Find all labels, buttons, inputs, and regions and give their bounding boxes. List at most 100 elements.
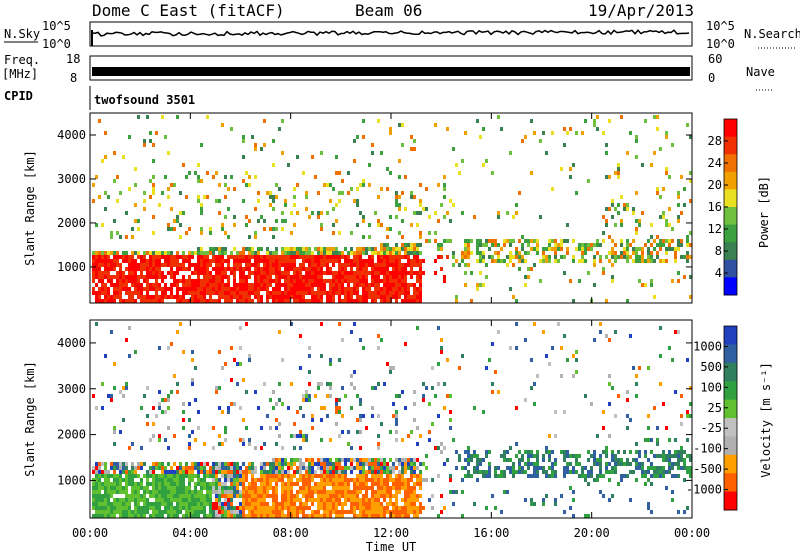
velocity-colorbar-segment	[724, 418, 737, 437]
power-cell	[281, 255, 284, 259]
power-cell	[551, 247, 554, 251]
velocity-cell	[410, 478, 413, 482]
power-cell	[191, 291, 194, 295]
power-cell	[110, 299, 113, 303]
power-cell	[269, 227, 272, 231]
power-cell	[311, 295, 314, 299]
velocity-cell	[284, 462, 287, 466]
velocity-cell	[629, 462, 632, 466]
velocity-cell	[605, 446, 608, 450]
velocity-cell	[143, 506, 146, 510]
velocity-cell	[575, 458, 578, 462]
power-cell	[611, 215, 614, 219]
velocity-cell	[635, 394, 638, 398]
velocity-cell	[587, 450, 590, 454]
velocity-cell	[269, 506, 272, 510]
power-cell	[581, 259, 584, 263]
velocity-cell	[359, 490, 362, 494]
power-cell	[629, 243, 632, 247]
velocity-cell	[101, 506, 104, 510]
power-cell	[320, 227, 323, 231]
power-cell	[464, 131, 467, 135]
power-cell	[137, 267, 140, 271]
power-cell	[170, 271, 173, 275]
power-cell	[173, 279, 176, 283]
velocity-cell	[197, 474, 200, 478]
velocity-cell	[251, 482, 254, 486]
velocity-cell	[407, 498, 410, 502]
power-cell	[497, 211, 500, 215]
power-cell	[374, 283, 377, 287]
power-cell	[419, 291, 422, 295]
velocity-cell	[683, 458, 686, 462]
power-cell	[278, 187, 281, 191]
velocity-cell	[113, 462, 116, 466]
velocity-cell	[134, 506, 137, 510]
power-cell	[461, 251, 464, 255]
power-cell	[155, 267, 158, 271]
velocity-cell	[638, 462, 641, 466]
power-cell	[203, 299, 206, 303]
velocity-cell	[164, 478, 167, 482]
power-cell	[269, 271, 272, 275]
velocity-cell	[131, 498, 134, 502]
velocity-cell	[569, 470, 572, 474]
power-cell	[104, 251, 107, 255]
power-cell	[380, 299, 383, 303]
power-cell	[485, 159, 488, 163]
power-cell	[212, 299, 215, 303]
velocity-cell	[311, 470, 314, 474]
power-cell	[653, 259, 656, 263]
power-cell	[299, 267, 302, 271]
power-colorbar-segment	[724, 189, 737, 208]
velocity-cell	[350, 506, 353, 510]
power-cell	[326, 247, 329, 251]
power-cell	[161, 115, 164, 119]
velocity-cell	[584, 474, 587, 478]
velocity-cell	[131, 494, 134, 498]
velocity-cell	[305, 494, 308, 498]
velocity-cell	[446, 394, 449, 398]
power-cell	[425, 187, 428, 191]
velocity-cell	[245, 506, 248, 510]
velocity-cell	[101, 462, 104, 466]
velocity-cell	[275, 466, 278, 470]
velocity-cell	[296, 478, 299, 482]
power-cell	[191, 295, 194, 299]
power-cell	[587, 247, 590, 251]
velocity-cell	[278, 462, 281, 466]
power-cell	[320, 211, 323, 215]
power-cell	[356, 199, 359, 203]
velocity-cell	[404, 510, 407, 514]
power-cell	[290, 211, 293, 215]
velocity-cell	[572, 498, 575, 502]
velocity-cell	[221, 466, 224, 470]
power-cell	[383, 275, 386, 279]
velocity-cell	[254, 498, 257, 502]
power-cell	[335, 171, 338, 175]
power-cell	[326, 299, 329, 303]
power-cell	[545, 247, 548, 251]
velocity-cell	[152, 474, 155, 478]
power-cell	[299, 251, 302, 255]
velocity-cell	[623, 462, 626, 466]
velocity-cell	[125, 510, 128, 514]
velocity-cell	[572, 490, 575, 494]
velocity-cell	[161, 510, 164, 514]
power-cell	[257, 267, 260, 271]
velocity-cell	[356, 498, 359, 502]
power-cell	[344, 291, 347, 295]
velocity-cell	[626, 426, 629, 430]
power-cell	[350, 259, 353, 263]
power-cell	[284, 299, 287, 303]
power-cell	[392, 271, 395, 275]
power-cell	[272, 199, 275, 203]
power-cell	[356, 291, 359, 295]
velocity-cell	[272, 510, 275, 514]
velocity-cell	[161, 478, 164, 482]
power-cell	[593, 119, 596, 123]
velocity-cell	[194, 494, 197, 498]
velocity-cell	[191, 510, 194, 514]
power-cell	[536, 247, 539, 251]
power-cell	[404, 271, 407, 275]
